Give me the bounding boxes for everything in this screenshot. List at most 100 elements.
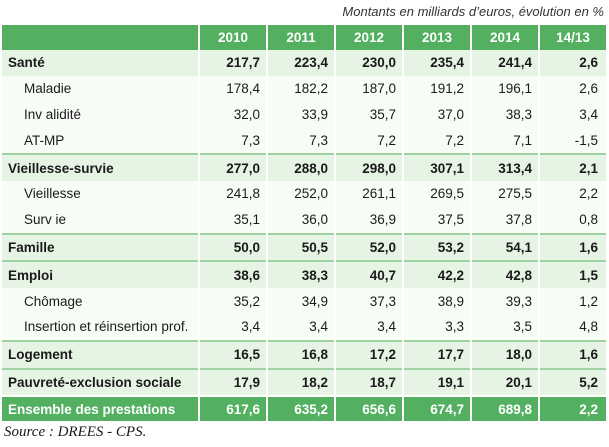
value-2014: 3,5 bbox=[470, 313, 539, 341]
value-2013: 53,2 bbox=[402, 232, 471, 262]
header-year-2010: 2010 bbox=[198, 25, 267, 50]
header-year-2014: 2014 bbox=[470, 25, 539, 50]
value-2014: 38,3 bbox=[470, 101, 539, 128]
value-2011: 16,8 bbox=[266, 339, 335, 369]
value-2013: 3,3 bbox=[402, 313, 471, 341]
row-label: Chômage bbox=[2, 288, 199, 314]
value-2013: 37,0 bbox=[402, 101, 471, 128]
row-label: Emploi bbox=[2, 260, 199, 289]
value-2014: 42,8 bbox=[470, 260, 539, 289]
value-2014: 313,4 bbox=[470, 153, 539, 181]
value-2011: 182,2 bbox=[266, 75, 335, 102]
value-2011: 36,0 bbox=[266, 206, 335, 234]
value-2011: 34,9 bbox=[266, 288, 335, 314]
value-2010: 7,3 bbox=[198, 127, 267, 155]
evolution-value: 2,2 bbox=[538, 395, 606, 422]
source-note: Source : DREES - CPS. bbox=[4, 424, 147, 440]
category-row: Emploi 38,6 38,3 40,7 42,2 42,8 1,5 bbox=[2, 260, 606, 289]
subcategory-row: AT-MP 7,3 7,3 7,2 7,2 7,1 -1,5 bbox=[2, 127, 606, 155]
category-row: Vieillesse-survie 277,0 288,0 298,0 307,1 313… bbox=[2, 153, 606, 181]
value-2010: 241,8 bbox=[198, 180, 267, 207]
value-2012: 298,0 bbox=[334, 153, 403, 181]
category-row: Famille 50,0 50,5 52,0 53,2 54,1 1,6 bbox=[2, 232, 606, 262]
row-label: Vieillesse bbox=[2, 180, 199, 207]
evolution-value: 2,6 bbox=[538, 50, 606, 76]
value-2013: 674,7 bbox=[402, 395, 471, 422]
value-2012: 52,0 bbox=[334, 232, 403, 262]
row-label: Pauvreté-exclusion sociale bbox=[2, 367, 199, 397]
value-2014: 39,3 bbox=[470, 288, 539, 314]
value-2011: 33,9 bbox=[266, 101, 335, 128]
value-2013: 235,4 bbox=[402, 50, 471, 76]
evolution-value: 3,4 bbox=[538, 101, 606, 128]
value-2014: 196,1 bbox=[470, 75, 539, 102]
value-2013: 19,1 bbox=[402, 367, 471, 397]
value-2011: 635,2 bbox=[266, 395, 335, 422]
subcategory-row: Surv ie 35,1 36,0 36,9 37,5 37,8 0,8 bbox=[2, 206, 606, 234]
value-2014: 241,4 bbox=[470, 50, 539, 76]
category-row: Logement 16,5 16,8 17,2 17,7 18,0 1,6 bbox=[2, 339, 606, 369]
value-2010: 35,1 bbox=[198, 206, 267, 234]
row-label: AT-MP bbox=[2, 127, 199, 155]
value-2011: 7,3 bbox=[266, 127, 335, 155]
value-2012: 40,7 bbox=[334, 260, 403, 289]
value-2011: 3,4 bbox=[266, 313, 335, 341]
value-2012: 7,2 bbox=[334, 127, 403, 155]
header-row: 2010 2011 2012 2013 2014 14/13 bbox=[2, 25, 606, 50]
value-2014: 20,1 bbox=[470, 367, 539, 397]
value-2014: 7,1 bbox=[470, 127, 539, 155]
header-year-2011: 2011 bbox=[266, 25, 335, 50]
evolution-value: 2,1 bbox=[538, 153, 606, 181]
evolution-value: 2,2 bbox=[538, 180, 606, 207]
value-2014: 275,5 bbox=[470, 180, 539, 207]
value-2012: 37,3 bbox=[334, 288, 403, 314]
total-row: Ensemble des prestations 617,6 635,2 656,6 6… bbox=[2, 395, 606, 422]
row-label: Vieillesse-survie bbox=[2, 153, 199, 181]
value-2011: 288,0 bbox=[266, 153, 335, 181]
header-year-2013: 2013 bbox=[402, 25, 471, 50]
value-2010: 50,0 bbox=[198, 232, 267, 262]
value-2011: 223,4 bbox=[266, 50, 335, 76]
evolution-value: 1,5 bbox=[538, 260, 606, 289]
header-evolution: 14/13 bbox=[538, 25, 606, 50]
value-2010: 217,7 bbox=[198, 50, 267, 76]
value-2013: 17,7 bbox=[402, 339, 471, 369]
value-2010: 16,5 bbox=[198, 339, 267, 369]
evolution-value: 1,6 bbox=[538, 339, 606, 369]
subcategory-row: Inv alidité 32,0 33,9 35,7 37,0 38,3 3,4 bbox=[2, 101, 606, 128]
table-body: Santé 217,7 223,4 230,0 235,4 241,4 2,6 Maladie… bbox=[2, 50, 606, 422]
row-label: Inv alidité bbox=[2, 101, 199, 128]
evolution-value: -1,5 bbox=[538, 127, 606, 155]
value-2010: 38,6 bbox=[198, 260, 267, 289]
value-2012: 17,2 bbox=[334, 339, 403, 369]
value-2012: 3,4 bbox=[334, 313, 403, 341]
value-2013: 191,2 bbox=[402, 75, 471, 102]
row-label: Maladie bbox=[2, 75, 199, 102]
row-label: Insertion et réinsertion prof. bbox=[2, 313, 199, 341]
row-label: Surv ie bbox=[2, 206, 199, 234]
header-year-2012: 2012 bbox=[334, 25, 403, 50]
subcategory-row: Vieillesse 241,8 252,0 261,1 269,5 275,5 2,2 bbox=[2, 180, 606, 207]
value-2011: 38,3 bbox=[266, 260, 335, 289]
subcategory-row: Maladie 178,4 182,2 187,0 191,2 196,1 2,6 bbox=[2, 75, 606, 102]
benefits-table: 2010 2011 2012 2013 2014 14/13 Santé 217,… bbox=[2, 25, 606, 422]
value-2013: 269,5 bbox=[402, 180, 471, 207]
category-row: Santé 217,7 223,4 230,0 235,4 241,4 2,6 bbox=[2, 50, 606, 76]
evolution-value: 1,2 bbox=[538, 288, 606, 314]
evolution-value: 1,6 bbox=[538, 232, 606, 262]
value-2014: 54,1 bbox=[470, 232, 539, 262]
header-label bbox=[2, 25, 199, 50]
value-2012: 656,6 bbox=[334, 395, 403, 422]
value-2012: 18,7 bbox=[334, 367, 403, 397]
units-note: Montants en milliards d’euros, évolution… bbox=[342, 4, 604, 19]
value-2010: 617,6 bbox=[198, 395, 267, 422]
value-2014: 689,8 bbox=[470, 395, 539, 422]
value-2012: 35,7 bbox=[334, 101, 403, 128]
evolution-value: 5,2 bbox=[538, 367, 606, 397]
subcategory-row: Chômage 35,2 34,9 37,3 38,9 39,3 1,2 bbox=[2, 288, 606, 314]
value-2011: 18,2 bbox=[266, 367, 335, 397]
row-label: Logement bbox=[2, 339, 199, 369]
value-2014: 18,0 bbox=[470, 339, 539, 369]
value-2012: 230,0 bbox=[334, 50, 403, 76]
row-label: Santé bbox=[2, 50, 199, 76]
